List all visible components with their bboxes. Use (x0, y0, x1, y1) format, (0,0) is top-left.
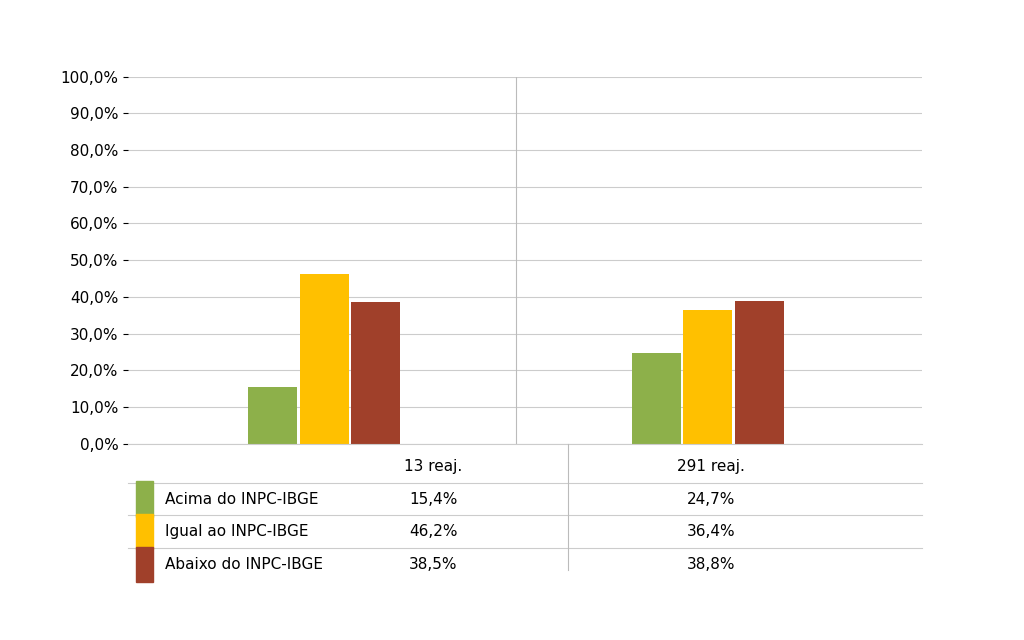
FancyBboxPatch shape (136, 547, 154, 582)
Bar (248, 387, 297, 444)
Text: 38,8%: 38,8% (687, 557, 735, 572)
Text: Igual ao INPC-IBGE: Igual ao INPC-IBGE (165, 524, 309, 540)
Text: 15,4%: 15,4% (410, 492, 458, 506)
Bar (683, 310, 732, 444)
Text: 291 reaj.: 291 reaj. (677, 459, 745, 474)
Text: 36,4%: 36,4% (687, 524, 735, 540)
Bar (300, 274, 349, 444)
Bar (632, 353, 681, 444)
Text: 24,7%: 24,7% (687, 492, 735, 506)
FancyBboxPatch shape (136, 514, 154, 549)
FancyBboxPatch shape (136, 481, 154, 516)
Text: Acima do INPC-IBGE: Acima do INPC-IBGE (165, 492, 318, 506)
Text: 13 reaj.: 13 reaj. (404, 459, 463, 474)
Text: 46,2%: 46,2% (410, 524, 458, 540)
Text: Abaixo do INPC-IBGE: Abaixo do INPC-IBGE (165, 557, 324, 572)
Bar (351, 302, 400, 444)
Text: 38,5%: 38,5% (410, 557, 458, 572)
Bar (734, 301, 783, 444)
